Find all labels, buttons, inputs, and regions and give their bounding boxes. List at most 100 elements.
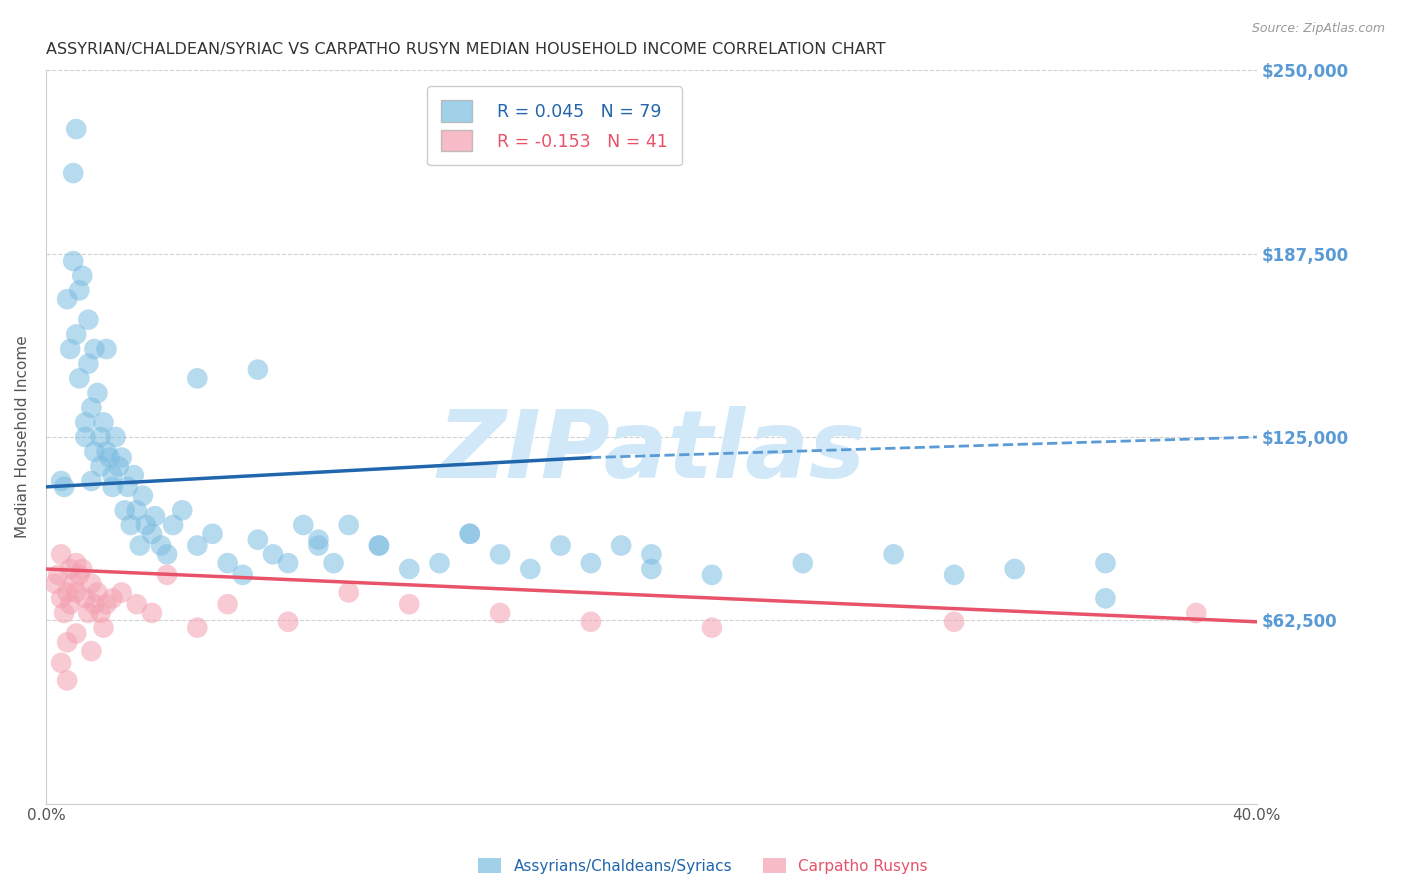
Point xyxy=(56,673,79,688)
Point xyxy=(111,450,134,465)
Point xyxy=(107,459,129,474)
Point xyxy=(65,122,87,136)
Point xyxy=(122,468,145,483)
Point xyxy=(67,284,90,298)
Point xyxy=(277,615,299,629)
Point xyxy=(162,518,184,533)
Point xyxy=(80,474,103,488)
Point xyxy=(49,656,72,670)
Point xyxy=(277,556,299,570)
Point xyxy=(80,644,103,658)
Point xyxy=(72,268,94,283)
Point xyxy=(262,547,284,561)
Point xyxy=(246,533,269,547)
Point xyxy=(83,342,105,356)
Point xyxy=(125,597,148,611)
Point xyxy=(322,556,344,570)
Point xyxy=(519,562,541,576)
Point xyxy=(96,597,118,611)
Point xyxy=(101,480,124,494)
Point xyxy=(67,567,90,582)
Point xyxy=(1094,591,1116,606)
Point xyxy=(59,597,82,611)
Point xyxy=(49,591,72,606)
Point xyxy=(53,606,76,620)
Point xyxy=(72,562,94,576)
Point xyxy=(458,526,481,541)
Point xyxy=(792,556,814,570)
Point xyxy=(232,567,254,582)
Point xyxy=(172,503,194,517)
Point xyxy=(141,526,163,541)
Point xyxy=(77,606,100,620)
Point xyxy=(53,480,76,494)
Point xyxy=(458,526,481,541)
Point xyxy=(65,585,87,599)
Point xyxy=(65,556,87,570)
Point xyxy=(65,327,87,342)
Y-axis label: Median Household Income: Median Household Income xyxy=(15,335,30,539)
Point xyxy=(125,503,148,517)
Point xyxy=(1185,606,1208,620)
Point xyxy=(86,585,108,599)
Point xyxy=(117,480,139,494)
Point xyxy=(77,357,100,371)
Point xyxy=(89,430,111,444)
Point xyxy=(201,526,224,541)
Point xyxy=(579,615,602,629)
Legend: Assyrians/Chaldeans/Syriacs, Carpatho Rusyns: Assyrians/Chaldeans/Syriacs, Carpatho Ru… xyxy=(472,852,934,880)
Point xyxy=(246,362,269,376)
Point xyxy=(579,556,602,570)
Point xyxy=(83,597,105,611)
Point xyxy=(44,576,66,591)
Point xyxy=(67,371,90,385)
Point xyxy=(186,371,208,385)
Point xyxy=(120,518,142,533)
Point xyxy=(943,615,966,629)
Point xyxy=(96,342,118,356)
Point xyxy=(217,556,239,570)
Text: ASSYRIAN/CHALDEAN/SYRIAC VS CARPATHO RUSYN MEDIAN HOUSEHOLD INCOME CORRELATION C: ASSYRIAN/CHALDEAN/SYRIAC VS CARPATHO RUS… xyxy=(46,42,886,57)
Point xyxy=(135,518,157,533)
Point xyxy=(883,547,905,561)
Point xyxy=(429,556,451,570)
Point xyxy=(368,539,391,553)
Point xyxy=(156,547,179,561)
Point xyxy=(62,166,84,180)
Point xyxy=(77,312,100,326)
Point xyxy=(62,576,84,591)
Point xyxy=(1094,556,1116,570)
Point xyxy=(143,509,166,524)
Point xyxy=(75,430,97,444)
Point xyxy=(49,547,72,561)
Point xyxy=(156,567,179,582)
Point xyxy=(62,254,84,268)
Point xyxy=(98,450,121,465)
Point xyxy=(186,539,208,553)
Point xyxy=(111,585,134,599)
Point xyxy=(89,459,111,474)
Point xyxy=(132,489,155,503)
Point xyxy=(337,518,360,533)
Point xyxy=(101,468,124,483)
Point xyxy=(150,539,173,553)
Point xyxy=(217,597,239,611)
Point xyxy=(93,621,115,635)
Point xyxy=(640,547,662,561)
Point xyxy=(89,606,111,620)
Point xyxy=(398,562,420,576)
Point xyxy=(292,518,315,533)
Point xyxy=(56,292,79,306)
Point xyxy=(489,606,512,620)
Point xyxy=(337,585,360,599)
Point xyxy=(398,597,420,611)
Point xyxy=(75,415,97,429)
Text: Source: ZipAtlas.com: Source: ZipAtlas.com xyxy=(1251,22,1385,36)
Point xyxy=(101,591,124,606)
Point xyxy=(307,533,329,547)
Point xyxy=(700,621,723,635)
Point xyxy=(640,562,662,576)
Point xyxy=(368,539,391,553)
Point xyxy=(114,503,136,517)
Point xyxy=(56,635,79,649)
